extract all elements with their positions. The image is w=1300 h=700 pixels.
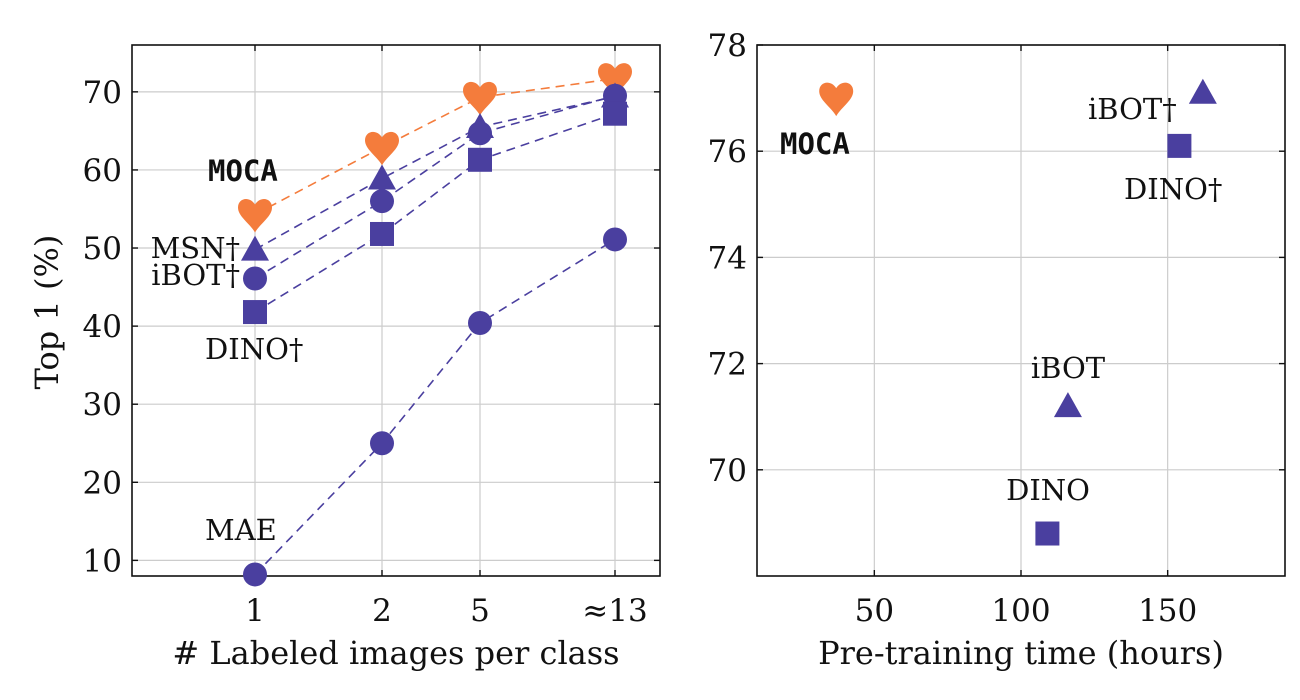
y-tick-label: 20 xyxy=(83,465,122,501)
series-line-mae xyxy=(254,238,616,575)
data-point-mae xyxy=(468,310,492,335)
data-point-mae xyxy=(243,562,267,587)
x-tick-label: 100 xyxy=(991,593,1050,629)
data-point-ibot xyxy=(243,266,267,291)
y-tick-label: 78 xyxy=(708,28,747,64)
data-point-ibot xyxy=(370,189,394,214)
series-label-dino: DINO† xyxy=(205,332,303,366)
data-point-dino xyxy=(370,221,394,246)
data-point-ibot xyxy=(1053,392,1082,418)
y-tick-label: 70 xyxy=(83,75,122,111)
data-point-moca xyxy=(463,81,497,116)
series-label-msn: MSN† xyxy=(151,231,240,265)
data-point-ibot xyxy=(468,121,492,146)
data-point-moca xyxy=(238,199,272,233)
x-tick-label: 1 xyxy=(245,593,265,629)
plot-frame xyxy=(131,44,661,577)
y-tick-label: 50 xyxy=(83,231,122,267)
series-label-moca: MOCA xyxy=(208,154,278,188)
y-tick-label: 74 xyxy=(708,240,747,276)
series-line-ibot xyxy=(254,94,616,280)
y-tick-label: 72 xyxy=(708,347,747,383)
data-point-mae xyxy=(603,227,627,252)
data-point-dino xyxy=(243,300,267,325)
x-tick-label: 2 xyxy=(372,593,392,629)
x-axis-label: # Labeled images per class xyxy=(172,634,619,672)
point-label-ibot-dagger: iBOT† xyxy=(1088,92,1177,126)
point-label-moca: MOCA xyxy=(780,127,850,161)
series-line-msn xyxy=(254,95,616,251)
series-label-mae: MAE xyxy=(205,513,277,547)
y-axis-label: Top 1 (%) xyxy=(28,235,66,390)
data-point-mae xyxy=(370,431,394,456)
y-tick-label: 70 xyxy=(708,453,747,489)
y-tick-label: 30 xyxy=(83,387,122,423)
right-chart: 70 72 74 76 78 50 100 150 Pre-training time (hou… xyxy=(708,28,1286,672)
data-point-dino xyxy=(603,101,627,126)
point-label-dino-dagger: DINO† xyxy=(1124,172,1222,206)
x-tick-label: ≈13 xyxy=(582,593,647,629)
data-point-dino xyxy=(1167,133,1192,158)
left-chart: 10 20 30 40 50 60 70 1 2 5 ≈13 # Labeled images per… xyxy=(28,44,661,672)
data-point-dino xyxy=(468,147,492,172)
data-point-msn xyxy=(368,164,396,190)
x-tick-label: 5 xyxy=(470,593,490,629)
y-tick-label: 10 xyxy=(83,543,122,579)
data-point-moca xyxy=(598,63,632,97)
y-tick-label: 76 xyxy=(708,134,747,170)
point-label-ibot: iBOT xyxy=(1031,351,1106,385)
y-tick-label: 60 xyxy=(83,153,122,189)
data-point-ibot xyxy=(1188,78,1217,104)
x-axis-label: Pre-training time (hours) xyxy=(818,634,1224,672)
data-point-dino xyxy=(1035,521,1060,546)
series-line-moca xyxy=(254,77,616,216)
data-point-moca xyxy=(819,82,854,117)
series-line-dino xyxy=(254,112,616,313)
y-tick-label: 40 xyxy=(83,309,122,345)
series-label-ibot: iBOT† xyxy=(151,258,240,292)
x-tick-label: 50 xyxy=(855,593,894,629)
point-label-dino: DINO xyxy=(1006,473,1090,507)
data-point-msn xyxy=(241,235,269,261)
data-point-moca xyxy=(365,131,399,166)
x-tick-label: 150 xyxy=(1138,593,1197,629)
